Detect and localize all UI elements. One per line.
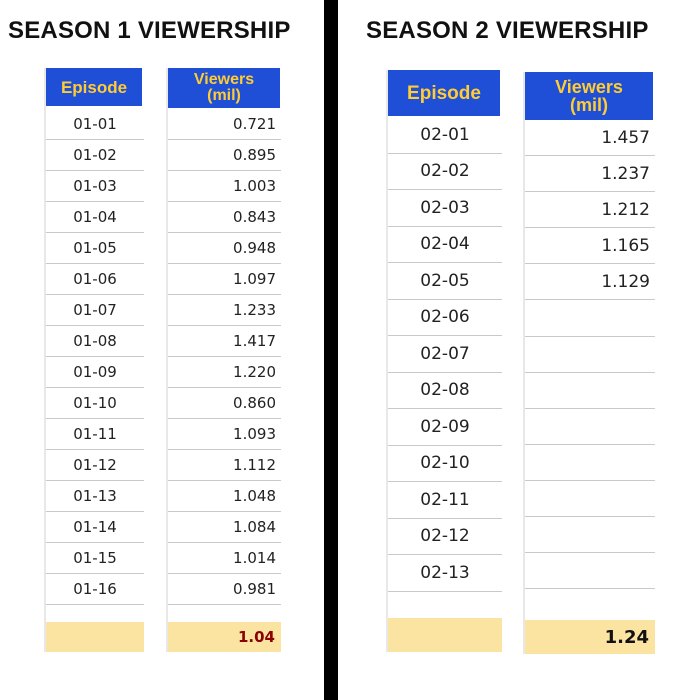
viewers-cell: 1.129 <box>525 264 655 301</box>
viewers-cell <box>525 517 655 554</box>
episode-cell: 02-05 <box>388 263 502 300</box>
total-row-blank-cell <box>388 618 502 652</box>
episode-cell: 02-10 <box>388 446 502 482</box>
season-1-viewers-column: Viewers (mil) 0.721 0.895 1.003 0.843 0.948 1… <box>166 68 281 652</box>
viewers-header-line1: Viewers <box>555 77 623 97</box>
episode-cell: 02-12 <box>388 519 502 555</box>
viewers-cell: 1.003 <box>168 171 281 202</box>
column-gutter <box>44 68 46 652</box>
episode-cell: 01-02 <box>46 140 144 171</box>
viewers-cell: 1.233 <box>168 295 281 326</box>
viewers-cell <box>525 337 655 373</box>
season-2-viewers-header: Viewers (mil) <box>525 72 653 120</box>
column-gutter <box>386 70 388 652</box>
episode-cell: 02-08 <box>388 373 502 409</box>
season-divider <box>324 0 338 700</box>
total-row-blank-cell <box>46 622 144 652</box>
viewers-cell: 1.014 <box>168 543 281 574</box>
episode-cell: 01-12 <box>46 450 144 481</box>
viewers-cell: 1.084 <box>168 512 281 543</box>
viewers-header-line2: (mil) <box>570 95 608 115</box>
viewers-header-line1: Viewers <box>193 71 255 88</box>
season-2-title: SEASON 2 VIEWERSHIP <box>366 17 649 44</box>
viewers-cell: 1.093 <box>168 419 281 450</box>
season-1-viewers-header: Viewers (mil) <box>168 68 280 108</box>
episode-cell: 01-07 <box>46 295 144 326</box>
episode-cell: 02-07 <box>388 336 502 373</box>
viewers-cell: 0.860 <box>168 388 281 419</box>
season-1-episode-header: Episode <box>46 68 142 106</box>
viewers-cell: 1.457 <box>525 120 655 157</box>
viewers-cell: 1.165 <box>525 228 655 265</box>
average-total-cell: 1.24 <box>525 620 655 654</box>
viewers-cell: 0.948 <box>168 233 281 264</box>
episode-cell: 02-09 <box>388 409 502 446</box>
column-gutter <box>166 68 168 652</box>
episode-cell: 02-13 <box>388 555 502 592</box>
episode-cell: 01-16 <box>46 574 144 605</box>
season-2-episode-column: Episode 02-01 02-02 02-03 02-04 02-05 02-06 02… <box>386 70 502 652</box>
viewers-cell <box>525 481 655 518</box>
episode-cell: 01-10 <box>46 388 144 419</box>
episode-cell: 01-14 <box>46 512 144 543</box>
episode-cell: 01-01 <box>46 109 144 140</box>
column-gutter <box>523 72 525 654</box>
season-1-title: SEASON 1 VIEWERSHIP <box>8 17 291 44</box>
viewers-cell: 1.097 <box>168 264 281 295</box>
viewers-cell: 1.212 <box>525 192 655 229</box>
viewers-cell <box>525 409 655 445</box>
episode-cell: 01-13 <box>46 481 144 512</box>
viewers-cell: 0.895 <box>168 140 281 171</box>
season-1-episode-column: Episode 01-01 01-02 01-03 01-04 01-05 01-06 01… <box>44 68 144 652</box>
episode-cell: 02-04 <box>388 227 502 263</box>
viewers-cell: 0.721 <box>168 109 281 140</box>
episode-cell: 01-11 <box>46 419 144 450</box>
viewers-cell <box>525 553 655 590</box>
viewers-cell: 1.220 <box>168 357 281 388</box>
viewers-cell <box>525 373 655 409</box>
viewers-header-line2: (mil) <box>207 87 241 104</box>
episode-cell: 01-05 <box>46 233 144 264</box>
episode-cell: 01-08 <box>46 326 144 357</box>
episode-cell: 01-03 <box>46 171 144 202</box>
viewers-cell: 1.417 <box>168 326 281 357</box>
season-2-viewers-column: Viewers (mil) 1.457 1.237 1.212 1.165 1.129 1… <box>523 72 655 654</box>
viewers-cell <box>525 301 655 337</box>
viewers-cell: 1.237 <box>525 156 655 193</box>
viewers-cell: 0.981 <box>168 574 281 605</box>
episode-cell: 01-09 <box>46 357 144 388</box>
episode-cell: 02-03 <box>388 190 502 227</box>
viewers-cell <box>525 445 655 481</box>
viewers-cell: 1.048 <box>168 481 281 512</box>
viewers-cell: 0.843 <box>168 202 281 233</box>
episode-cell: 01-04 <box>46 202 144 233</box>
episode-cell: 01-15 <box>46 543 144 574</box>
episode-cell: 01-06 <box>46 264 144 295</box>
episode-cell: 02-06 <box>388 300 502 336</box>
episode-cell: 02-11 <box>388 482 502 519</box>
viewers-cell: 1.112 <box>168 450 281 481</box>
season-2-episode-header: Episode <box>388 70 500 116</box>
episode-cell: 02-02 <box>388 154 502 190</box>
average-total-cell: 1.04 <box>168 622 281 652</box>
episode-cell: 02-01 <box>388 117 502 154</box>
